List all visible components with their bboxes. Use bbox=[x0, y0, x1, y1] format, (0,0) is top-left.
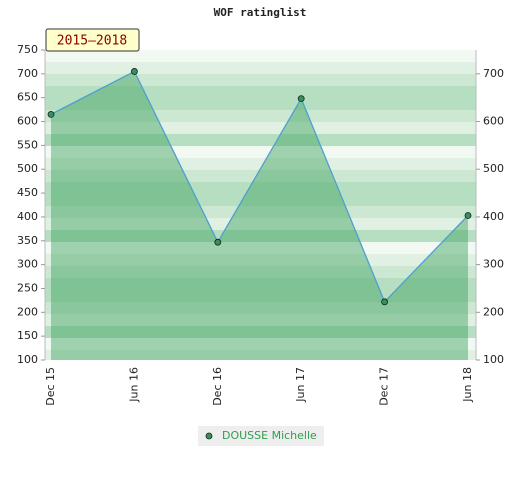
band bbox=[45, 86, 476, 98]
band bbox=[45, 278, 476, 290]
band bbox=[45, 302, 476, 314]
legend-box bbox=[198, 426, 324, 446]
point bbox=[464, 212, 472, 219]
band bbox=[45, 182, 476, 194]
band bbox=[45, 170, 476, 182]
y2-tick-label: 700 bbox=[483, 67, 504, 80]
point bbox=[47, 110, 55, 118]
band bbox=[45, 110, 476, 122]
band bbox=[45, 230, 476, 242]
y-tick-label: 650 bbox=[17, 91, 38, 104]
y-tick-label: 450 bbox=[17, 186, 38, 199]
y2-tick-label: 600 bbox=[483, 115, 504, 128]
band bbox=[45, 338, 476, 350]
point bbox=[130, 68, 138, 75]
y2-tick-label: 100 bbox=[483, 353, 504, 366]
band bbox=[45, 98, 476, 110]
x-tick-label: Dec 15 bbox=[44, 367, 57, 406]
band bbox=[45, 266, 476, 278]
y2-tick-label: 300 bbox=[483, 258, 504, 271]
band bbox=[45, 206, 476, 218]
y-tick-label: 350 bbox=[17, 234, 38, 247]
x-tick-label: Dec 17 bbox=[378, 367, 391, 406]
y-tick-label: 200 bbox=[17, 305, 38, 318]
y-tick-label: 400 bbox=[17, 210, 38, 223]
band bbox=[45, 50, 476, 62]
line bbox=[50, 70, 469, 303]
band bbox=[45, 242, 476, 254]
y-tick-label: 600 bbox=[17, 115, 38, 128]
chart-title: WOF ratinglist bbox=[214, 6, 307, 19]
y2-tick-label: 500 bbox=[483, 162, 504, 175]
badge: 2015–2018 bbox=[57, 34, 127, 49]
band bbox=[45, 326, 476, 338]
band bbox=[45, 134, 476, 146]
x-tick-label: Jun 17 bbox=[294, 367, 307, 403]
band bbox=[45, 158, 476, 170]
x-tick-label: Jun 18 bbox=[461, 367, 474, 403]
band bbox=[45, 290, 476, 302]
band bbox=[45, 218, 476, 230]
y-tick-label: 250 bbox=[17, 281, 38, 294]
y2-tick-label: 400 bbox=[483, 210, 504, 223]
band bbox=[45, 62, 476, 74]
y-tick-label: 550 bbox=[17, 138, 38, 151]
x-tick-label: Dec 16 bbox=[211, 367, 224, 406]
band bbox=[45, 194, 476, 206]
y2-tick-label: 200 bbox=[483, 305, 504, 318]
plot-background bbox=[45, 50, 476, 360]
y-tick-label: 750 bbox=[17, 43, 38, 56]
band bbox=[45, 146, 476, 158]
point bbox=[297, 95, 305, 103]
badge-box bbox=[45, 28, 140, 52]
area bbox=[51, 71, 468, 360]
legend-marker bbox=[205, 432, 213, 440]
point bbox=[381, 298, 389, 306]
band bbox=[45, 314, 476, 326]
y-tick-label: 700 bbox=[17, 67, 38, 80]
y-tick-label: 100 bbox=[17, 353, 38, 366]
x-tick-label: Jun 16 bbox=[127, 367, 140, 403]
band bbox=[45, 74, 476, 86]
y-tick-label: 300 bbox=[17, 258, 38, 271]
legend-label: DOUSSE Michelle bbox=[222, 429, 317, 442]
band bbox=[45, 122, 476, 134]
point bbox=[214, 238, 222, 246]
band bbox=[45, 350, 476, 360]
y-tick-label: 150 bbox=[17, 329, 38, 342]
y-tick-label: 500 bbox=[17, 162, 38, 175]
